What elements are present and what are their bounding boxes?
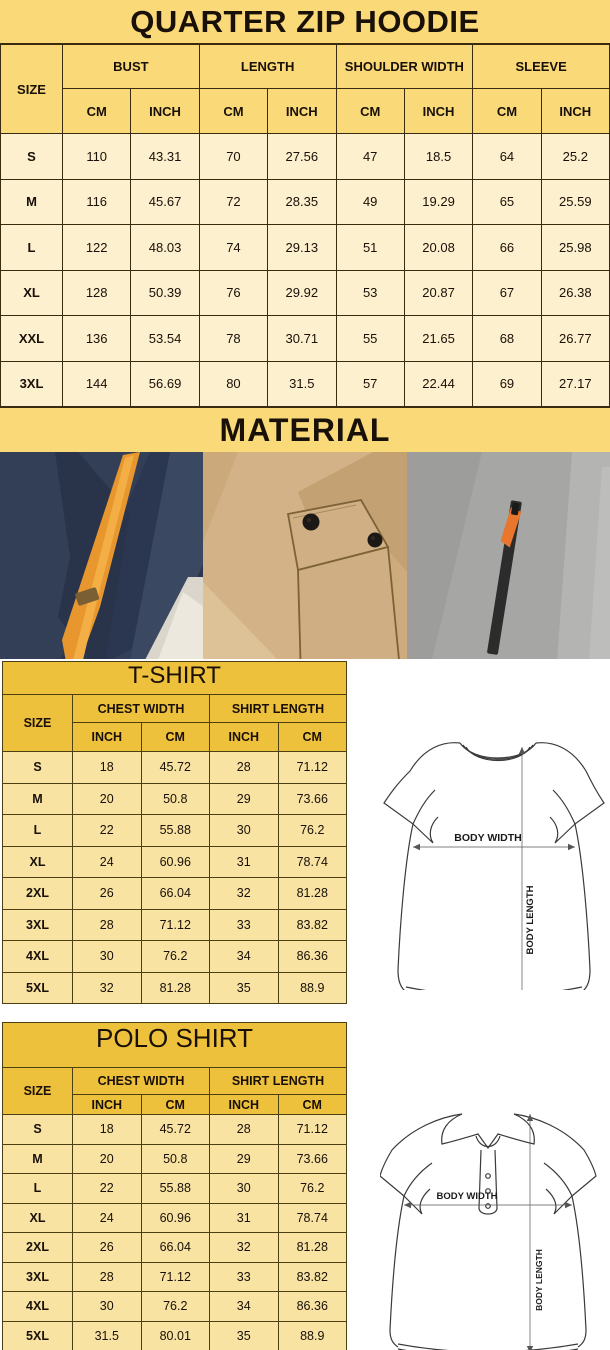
svg-text:BODY WIDTH: BODY WIDTH [436, 1191, 497, 1202]
svg-text:BODY WIDTH: BODY WIDTH [454, 832, 521, 844]
svg-text:BODY LENGTH: BODY LENGTH [534, 1249, 544, 1311]
svg-text:BODY LENGTH: BODY LENGTH [525, 885, 536, 954]
